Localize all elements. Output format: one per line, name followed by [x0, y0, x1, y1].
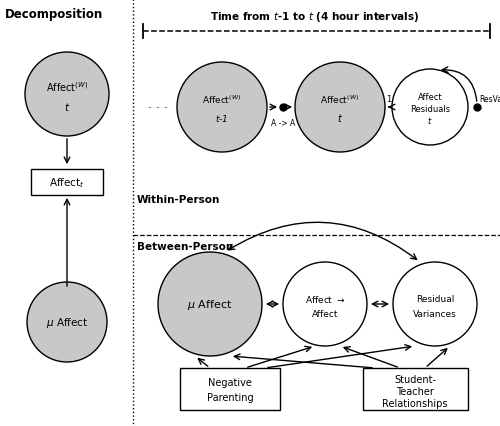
Text: 1: 1 — [386, 95, 391, 104]
Text: Affect$_t$: Affect$_t$ — [49, 176, 85, 190]
Text: Residuals: Residuals — [410, 105, 450, 114]
Text: Affect$^{(W)}$: Affect$^{(W)}$ — [320, 94, 360, 106]
Text: Student-: Student- — [394, 374, 436, 384]
Text: Parenting: Parenting — [206, 392, 254, 402]
Bar — [362, 368, 468, 410]
Text: · · ·: · · · — [148, 101, 168, 114]
Text: Affect$^{(W)}$: Affect$^{(W)}$ — [202, 94, 241, 106]
Circle shape — [177, 63, 267, 153]
Text: Variances: Variances — [413, 310, 457, 319]
Text: $\mu$ Affect: $\mu$ Affect — [188, 297, 232, 311]
Circle shape — [25, 53, 109, 137]
Text: Affect$^{(W)}$: Affect$^{(W)}$ — [46, 80, 88, 94]
Text: Affect: Affect — [312, 310, 338, 319]
Circle shape — [295, 63, 385, 153]
Text: Negative: Negative — [208, 377, 252, 387]
Text: A -> A: A -> A — [271, 118, 295, 127]
Text: Relationships: Relationships — [382, 398, 448, 408]
Circle shape — [27, 282, 107, 362]
Text: Within-Person: Within-Person — [137, 195, 220, 204]
Text: Affect: Affect — [418, 93, 442, 102]
Text: $t$: $t$ — [337, 112, 343, 124]
Circle shape — [393, 262, 477, 346]
Circle shape — [392, 70, 468, 146]
Text: Decomposition: Decomposition — [5, 8, 103, 21]
Text: Teacher: Teacher — [396, 386, 434, 396]
Text: Time from $t$-1 to $t$ (4 hour intervals): Time from $t$-1 to $t$ (4 hour intervals… — [210, 10, 420, 24]
Text: $\mu$ Affect: $\mu$ Affect — [46, 315, 88, 329]
Circle shape — [283, 262, 367, 346]
Circle shape — [158, 253, 262, 356]
Text: Affect $\rightarrow$: Affect $\rightarrow$ — [305, 294, 345, 305]
Text: $t$: $t$ — [64, 101, 70, 113]
Text: Between-Person: Between-Person — [137, 242, 233, 251]
Text: ResVar: ResVar — [479, 95, 500, 104]
Bar — [31, 170, 103, 196]
Text: $t$: $t$ — [427, 115, 433, 126]
Bar — [180, 368, 280, 410]
Text: $t$-1: $t$-1 — [216, 112, 228, 123]
Text: Residual: Residual — [416, 295, 454, 304]
